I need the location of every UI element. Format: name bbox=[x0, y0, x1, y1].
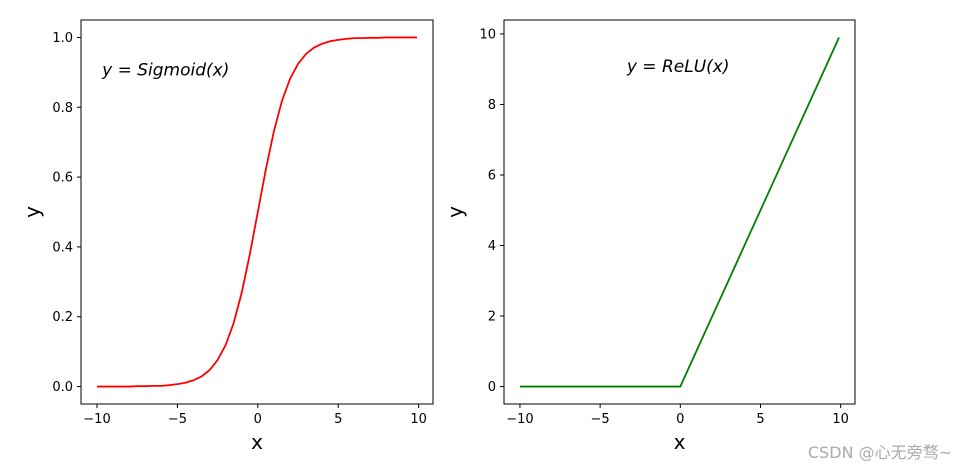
x-tick-label: 10 bbox=[832, 412, 849, 427]
x-tick-label: 0 bbox=[676, 412, 684, 427]
line bbox=[97, 36, 417, 388]
y-tick-label: 0.8 bbox=[52, 101, 73, 116]
y-tick-label: 0.4 bbox=[52, 240, 73, 255]
y-axis-label: y bbox=[443, 206, 467, 218]
y-tick-label: 4 bbox=[488, 239, 496, 254]
y-tick-label: 0.2 bbox=[52, 310, 73, 325]
y-tick-label: 10 bbox=[479, 27, 496, 42]
y-tick-label: 0.0 bbox=[52, 380, 73, 395]
y-tick-label: 8 bbox=[488, 98, 496, 113]
x-tick-label: 0 bbox=[254, 412, 262, 427]
axes-frame bbox=[503, 19, 856, 405]
y-tick-label: 0 bbox=[488, 380, 496, 395]
annotation: y = ReLU(x) bbox=[626, 57, 730, 77]
y-tick-label: 0.6 bbox=[52, 171, 73, 186]
x-tick-label: −10 bbox=[83, 412, 110, 427]
watermark: CSDN @心无旁骛~ bbox=[808, 443, 952, 462]
x-tick-label: −10 bbox=[506, 412, 533, 427]
x-axis-label: x bbox=[674, 430, 686, 454]
x-tick-label: −5 bbox=[591, 412, 610, 427]
annotation: y = Sigmoid(x) bbox=[101, 61, 229, 81]
y-tick-label: 6 bbox=[488, 168, 496, 183]
x-axis-label: x bbox=[251, 430, 263, 454]
line bbox=[519, 37, 840, 388]
x-tick-label: 10 bbox=[410, 412, 427, 427]
x-tick-label: 5 bbox=[334, 412, 342, 427]
x-tick-label: 5 bbox=[756, 412, 764, 427]
y-tick-label: 2 bbox=[488, 310, 496, 325]
y-axis-label: y bbox=[20, 206, 44, 218]
axes-frame bbox=[80, 19, 434, 405]
y-tick-label: 1.0 bbox=[52, 31, 73, 46]
x-tick-label: −5 bbox=[168, 412, 187, 427]
